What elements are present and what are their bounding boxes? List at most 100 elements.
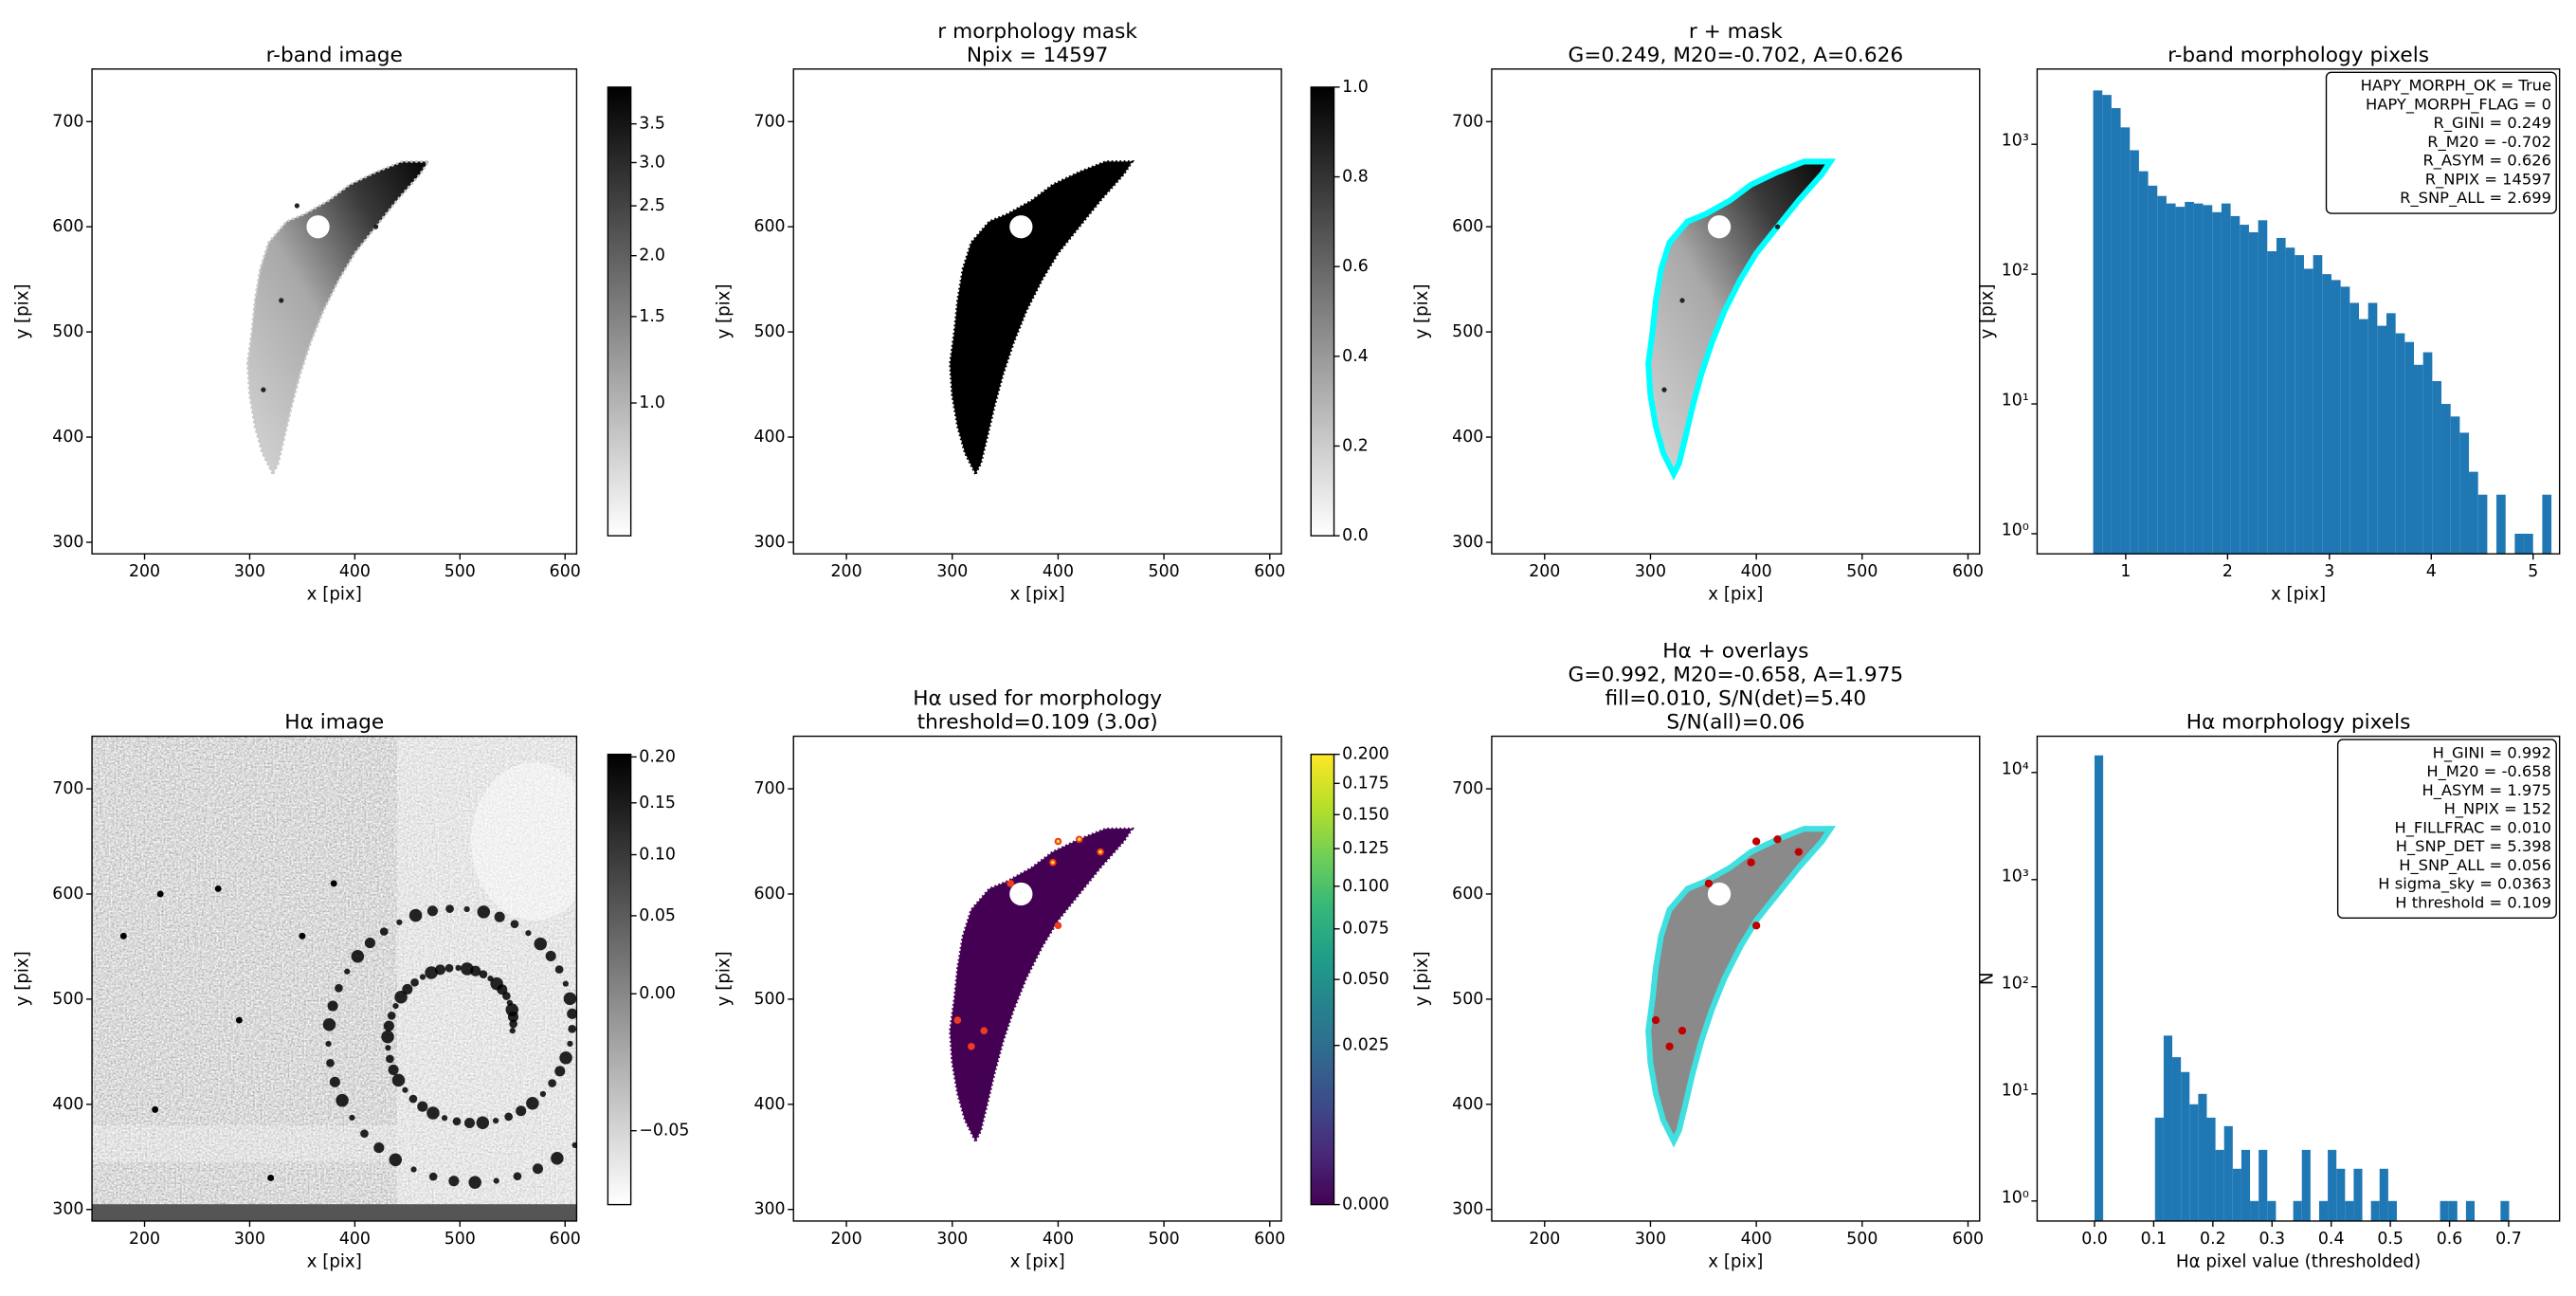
x-tick-label: 300 (936, 1230, 968, 1249)
axes-frame (792, 735, 1282, 1222)
hist-bar (2259, 1149, 2268, 1221)
panel: 200 300 400 500 600 300 400 500 600 700 x [pix] y [… (714, 687, 1388, 1272)
x-tick-label: 500 (1846, 1230, 1878, 1249)
panel-title: r-band image (266, 44, 403, 67)
annotation-line: R_GINI = 0.249 (2434, 114, 2551, 133)
spiral-knot (351, 949, 365, 963)
plot-area (92, 68, 577, 555)
x-tick-label: 600 (550, 562, 581, 581)
y-tick-label: 10¹ (2002, 392, 2029, 411)
annotation-box (2336, 739, 2557, 919)
y-tick-label: 400 (753, 428, 785, 447)
hist-bar (2414, 364, 2423, 555)
y-tick-label: 300 (753, 1200, 785, 1219)
plot-area (1491, 736, 1980, 1221)
spiral-knot (396, 919, 403, 925)
x-tick-label: 0.2 (2200, 1230, 2226, 1249)
spiral-knot (325, 1040, 332, 1048)
y-axis-label: y [pix] (1977, 283, 1997, 338)
spiral-knot (509, 1028, 516, 1034)
panel: 1 2 3 4 5 10⁰ 10¹ 10² 10³ x [pix] y [pix] r-band mo… (1977, 44, 2561, 605)
x-axis-label: x [pix] (307, 585, 362, 605)
spiral-knot (336, 1093, 349, 1107)
x-tick-label: 200 (129, 1230, 160, 1249)
y-tick-label: 700 (753, 779, 785, 798)
hist-bar (2102, 95, 2112, 555)
panel-title: S/N(all)=0.06 (1666, 711, 1805, 735)
y-tick-label: 10⁴ (2002, 759, 2029, 778)
hist-bar (2514, 533, 2525, 555)
spiral-knot (487, 976, 494, 982)
annotation-line: H_GINI = 0.992 (2433, 743, 2551, 762)
colorbar-tick-label: 3.0 (639, 153, 665, 172)
hist-bar (2185, 201, 2194, 555)
hist-bar (2230, 215, 2240, 555)
plot-background (793, 68, 1282, 555)
x-tick-label: 200 (831, 1230, 862, 1249)
x-axis-label: x [pix] (307, 1251, 362, 1271)
x-tick-label: 500 (444, 1230, 476, 1249)
hist-bar (2166, 203, 2176, 555)
spiral-knot (379, 927, 389, 936)
y-tick-label: 400 (52, 1095, 83, 1114)
y-tick-label: 400 (1452, 428, 1483, 447)
image-edge (92, 1204, 577, 1221)
x-tick-label: 200 (129, 562, 160, 581)
hist-bar (2240, 225, 2249, 555)
image-band (92, 1125, 397, 1162)
spiral-knot (445, 904, 454, 913)
galaxy (1645, 158, 1837, 481)
star (119, 932, 127, 940)
source-spot (1678, 1027, 1687, 1035)
x-tick-label: 0.3 (2259, 1230, 2285, 1249)
hist-bar (2163, 1035, 2173, 1221)
y-tick-label: 10² (2002, 262, 2029, 281)
annotation-line: HAPY_MORPH_FLAG = 0 (2366, 95, 2551, 114)
spiral-knot (551, 1152, 564, 1165)
x-tick-label: 200 (1529, 1230, 1560, 1249)
plot-background (1491, 736, 1980, 1221)
x-tick-label: 500 (1149, 562, 1180, 581)
spiral-knot (402, 983, 413, 995)
hist-bar (2250, 1200, 2259, 1221)
y-tick-label: 300 (1452, 533, 1483, 552)
y-tick-label: 500 (753, 322, 785, 341)
colorbar-tick-label: 0.8 (1342, 168, 1369, 187)
spiral-knot (408, 1094, 418, 1104)
x-tick-label: 600 (1254, 562, 1285, 581)
y-tick-label: 600 (1452, 217, 1483, 236)
y-tick-label: 500 (1452, 990, 1483, 1009)
annotation-line: R_SNP_ALL = 2.699 (2400, 189, 2551, 208)
x-tick-label: 200 (831, 562, 862, 581)
colorbar (1310, 86, 1335, 537)
spiral-knot (448, 1176, 460, 1187)
colorbar-tick-label: 0.000 (1342, 1196, 1389, 1214)
hist-bar (2240, 1149, 2251, 1221)
hist-bar (2172, 1057, 2182, 1221)
x-tick-label: 2 (2222, 562, 2233, 581)
spiral-knot (479, 970, 488, 979)
hist-bar (2154, 1117, 2164, 1221)
spiral-knot (562, 980, 569, 987)
colorbar-tick-label: 0.00 (639, 984, 676, 1003)
colorbar (1310, 753, 1335, 1206)
source-spot (372, 224, 379, 229)
source-spot (1054, 922, 1062, 930)
colorbar-tick-label: 0.2 (1342, 436, 1369, 455)
plot-area (793, 736, 1282, 1221)
spiral-knot (428, 1172, 438, 1181)
colorbar-tick-label: 2.0 (639, 246, 665, 265)
x-tick-label: 0.1 (2141, 1230, 2168, 1249)
x-tick-label: 5 (2528, 562, 2538, 581)
hist-bar (2465, 1200, 2476, 1221)
spiral-knot (383, 1020, 394, 1031)
colorbar-tick-label: 1.0 (639, 393, 665, 412)
hist-bar (2295, 255, 2304, 555)
source-spot (953, 1016, 962, 1024)
spiral-knot (554, 965, 564, 974)
spiral-knot (426, 1106, 440, 1120)
mask-hole (1009, 215, 1033, 239)
panel-title: Hα morphology pixels (2186, 711, 2411, 735)
panel-title: G=0.992, M20=-0.658, A=1.975 (1569, 663, 1904, 686)
hist-bar (2293, 1200, 2302, 1221)
